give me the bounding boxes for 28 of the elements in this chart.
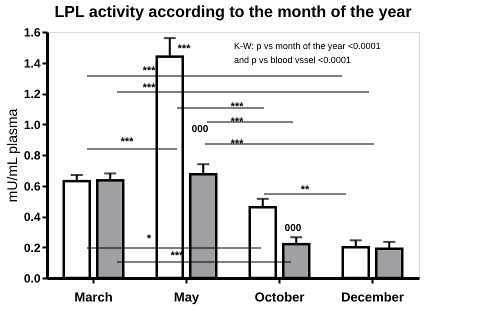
y-tick-label: 1.4 (24, 56, 41, 70)
y-tick-label: 1.6 (24, 26, 41, 40)
y-tick-label: 0.8 (24, 148, 41, 162)
annotation: * (146, 233, 152, 245)
annotation: and p vs blood vssel <0.0001 (234, 55, 351, 65)
annotation: *** (230, 116, 244, 128)
x-tick-label: October (254, 290, 304, 304)
y-tick-label: 1.2 (24, 87, 41, 101)
annotation: *** (230, 138, 244, 150)
annotation: *** (178, 43, 192, 55)
y-axis-title: mU/mL plasma (4, 108, 20, 202)
y-tick-label: 0.2 (24, 240, 41, 255)
x-tick-label: December (341, 290, 404, 304)
y-tick-label: 0.0 (24, 272, 41, 286)
annotation: 000 (284, 223, 302, 234)
annotation: *** (142, 65, 156, 77)
y-tick-label: 0.4 (24, 210, 41, 224)
annotation: ** (300, 184, 310, 196)
y-tick-label: 0.6 (24, 179, 41, 194)
annotation: K-W: p vs month of the year <0.0001 (234, 41, 381, 51)
x-tick-label: March (74, 290, 113, 304)
x-tick-label: May (174, 290, 200, 304)
chart-title: LPL activity according to the month of the year (54, 4, 412, 21)
annotation: *** (230, 101, 244, 113)
annotation: 000 (192, 124, 209, 135)
annotation: *** (142, 82, 156, 94)
y-tick-label: 1.0 (24, 118, 41, 132)
annotation: *** (120, 136, 134, 148)
